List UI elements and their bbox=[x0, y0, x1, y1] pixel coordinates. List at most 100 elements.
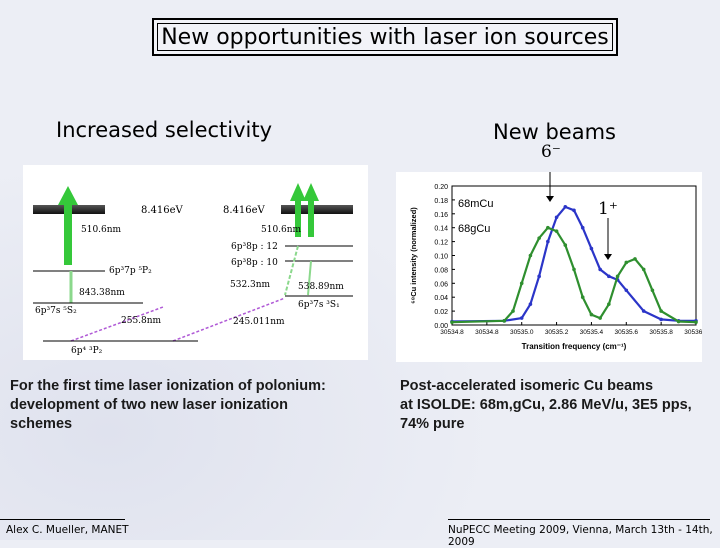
arrow-532 bbox=[284, 245, 299, 296]
data-point-68gCu bbox=[624, 260, 629, 265]
wavelength-538: 538.89nm bbox=[298, 282, 344, 292]
chart-series bbox=[450, 205, 698, 325]
data-point-68gCu bbox=[572, 267, 576, 272]
y-tick-label: 0.08 bbox=[434, 267, 448, 274]
wavelength-510-right: 510.6nm bbox=[261, 225, 302, 235]
ionization-label-left: 8.416eV bbox=[141, 205, 184, 216]
right-caption-line-2: at ISOLDE: 68m,gCu, 2.86 MeV/u, 3E5 pps, bbox=[400, 397, 692, 413]
data-point-68gCu bbox=[450, 320, 454, 325]
y-tick-label: 0.14 bbox=[434, 226, 448, 233]
wavelength-255: 255.8nm bbox=[121, 316, 162, 326]
data-point-68gCu bbox=[676, 319, 681, 324]
green-arrow-right-b bbox=[303, 183, 319, 237]
chart-axes: 0.00 0.02 0.04 0.06 0.08 0.10 0.12 0.14 0.16 0.18… bbox=[409, 184, 708, 351]
footer-rule-right bbox=[448, 519, 710, 520]
right-caption: Post-accelerated isomeric Cu beams at IS… bbox=[400, 377, 692, 434]
right-heading: New beams bbox=[493, 120, 616, 144]
data-point-68gCu bbox=[511, 309, 515, 313]
footer-meeting: NuPECC Meeting 2009, Vienna, March 13th … bbox=[448, 524, 713, 548]
uv-arrow-left bbox=[70, 306, 164, 342]
data-point-68mCu bbox=[641, 309, 646, 313]
ionization-limit-right bbox=[281, 205, 353, 214]
series-label-68g: 68gCu bbox=[458, 223, 490, 235]
data-point-68gCu bbox=[694, 320, 698, 325]
data-point-68mCu bbox=[659, 317, 663, 322]
level-7s-label-right: 6p³7s ³S₁ bbox=[298, 300, 340, 310]
data-point-68mCu bbox=[572, 208, 576, 213]
peak-label-1plus: 1⁺ bbox=[598, 199, 618, 219]
data-point-68mCu bbox=[519, 316, 524, 320]
data-point-68mCu bbox=[528, 302, 533, 306]
wavelength-245: 245.011nm bbox=[233, 317, 285, 327]
data-point-68gCu bbox=[554, 229, 559, 233]
data-point-68gCu bbox=[641, 267, 646, 272]
intensity-chart: 0.00 0.02 0.04 0.06 0.08 0.10 0.12 0.14 0.16 0.18… bbox=[409, 168, 708, 351]
x-tick-label: 30534.8 bbox=[440, 329, 464, 336]
chart-labels: 68mCu 68gCu 1⁺ bbox=[458, 168, 618, 260]
level-scheme-panel: 8.416eV 510.6nm 6p³7p ⁵P₂ 843.38nm 6p³7s… bbox=[23, 165, 368, 360]
y-tick-label: 0.10 bbox=[434, 254, 448, 261]
data-point-68gCu bbox=[650, 288, 655, 293]
data-point-68gCu bbox=[607, 302, 611, 306]
data-point-68gCu bbox=[589, 312, 594, 317]
x-tick-label: 30536.0 bbox=[684, 329, 702, 336]
peak-label-6minus: 6⁻ bbox=[541, 142, 561, 162]
data-point-68mCu bbox=[563, 205, 568, 209]
x-tick-label: 30535.4 bbox=[580, 329, 604, 336]
x-tick-label: 30535.8 bbox=[649, 329, 673, 336]
slide-title: New opportunities with laser ion sources bbox=[161, 25, 609, 50]
series-label-68m: 68mCu bbox=[458, 198, 493, 210]
data-point-68mCu bbox=[554, 215, 559, 220]
wavelength-532: 532.3nm bbox=[230, 280, 271, 290]
data-point-68mCu bbox=[624, 288, 629, 293]
data-point-68gCu bbox=[528, 253, 533, 258]
y-axis-label: ⁶⁸Cu intensity (normalized) bbox=[409, 207, 418, 304]
data-point-68mCu bbox=[598, 267, 602, 272]
y-tick-label: 0.00 bbox=[434, 323, 448, 330]
data-point-68mCu bbox=[580, 225, 585, 230]
series-line-68gCu bbox=[451, 226, 697, 324]
x-tick-label: 30535.2 bbox=[545, 329, 569, 336]
ionization-label-right: 8.416eV bbox=[223, 205, 266, 216]
data-point-68gCu bbox=[546, 225, 550, 230]
y-tick-label: 0.04 bbox=[434, 295, 448, 302]
data-point-68gCu bbox=[633, 257, 637, 261]
y-tick-label: 0.06 bbox=[434, 281, 448, 288]
data-point-68mCu bbox=[546, 239, 550, 244]
footer-rule-left bbox=[0, 519, 125, 520]
y-tick-label: 0.02 bbox=[434, 309, 448, 316]
level-12-label: 6p³8p : 12 bbox=[231, 242, 278, 252]
peak-arrowhead-1plus bbox=[604, 254, 612, 260]
left-caption-line-1: For the first time laser ionization of p… bbox=[10, 378, 326, 394]
level-scheme-diagram: 8.416eV 510.6nm 6p³7p ⁵P₂ 843.38nm 6p³7s… bbox=[33, 183, 353, 356]
ground-level-label: 6p⁴ ³P₂ bbox=[71, 346, 103, 356]
level-10-label: 6p³8p : 10 bbox=[231, 258, 278, 268]
data-point-68mCu bbox=[607, 274, 611, 279]
right-caption-line-1: Post-accelerated isomeric Cu beams bbox=[400, 378, 654, 394]
footer-author: Alex C. Mueller, MANET bbox=[6, 524, 129, 536]
right-caption-line-3: 74% pure bbox=[400, 416, 465, 432]
data-point-68gCu bbox=[615, 274, 620, 279]
green-arrow-right-a bbox=[290, 183, 306, 237]
x-tick-label: 30534.8 bbox=[475, 329, 499, 336]
y-tick-label: 0.18 bbox=[434, 198, 448, 205]
green-arrow-left bbox=[58, 186, 78, 265]
y-tick-label: 0.12 bbox=[434, 240, 448, 247]
wavelength-510-left: 510.6nm bbox=[81, 225, 122, 235]
level-7s-label-left: 6p³7s ⁵S₂ bbox=[35, 306, 77, 316]
chart-panel: 0.00 0.02 0.04 0.06 0.08 0.10 0.12 0.14 0.16 0.18… bbox=[396, 168, 708, 362]
y-tick-label: 0.20 bbox=[434, 184, 448, 191]
data-point-68gCu bbox=[659, 309, 663, 313]
wavelength-843: 843.38nm bbox=[79, 288, 125, 298]
peak-arrowhead-6minus bbox=[546, 196, 554, 202]
level-7p-label: 6p³7p ⁵P₂ bbox=[109, 266, 152, 276]
arrow-538 bbox=[307, 260, 312, 296]
x-axis-label: Transition frequency (cm⁻¹) bbox=[522, 342, 627, 351]
data-point-68mCu bbox=[589, 246, 594, 251]
data-point-68gCu bbox=[563, 243, 568, 247]
x-tick-label: 30535.0 bbox=[510, 329, 534, 336]
data-point-68gCu bbox=[502, 319, 507, 323]
x-tick-label: 30535.6 bbox=[615, 329, 639, 336]
left-caption-line-2: development of two new laser ionization bbox=[10, 397, 288, 413]
y-tick-label: 0.16 bbox=[434, 212, 448, 219]
